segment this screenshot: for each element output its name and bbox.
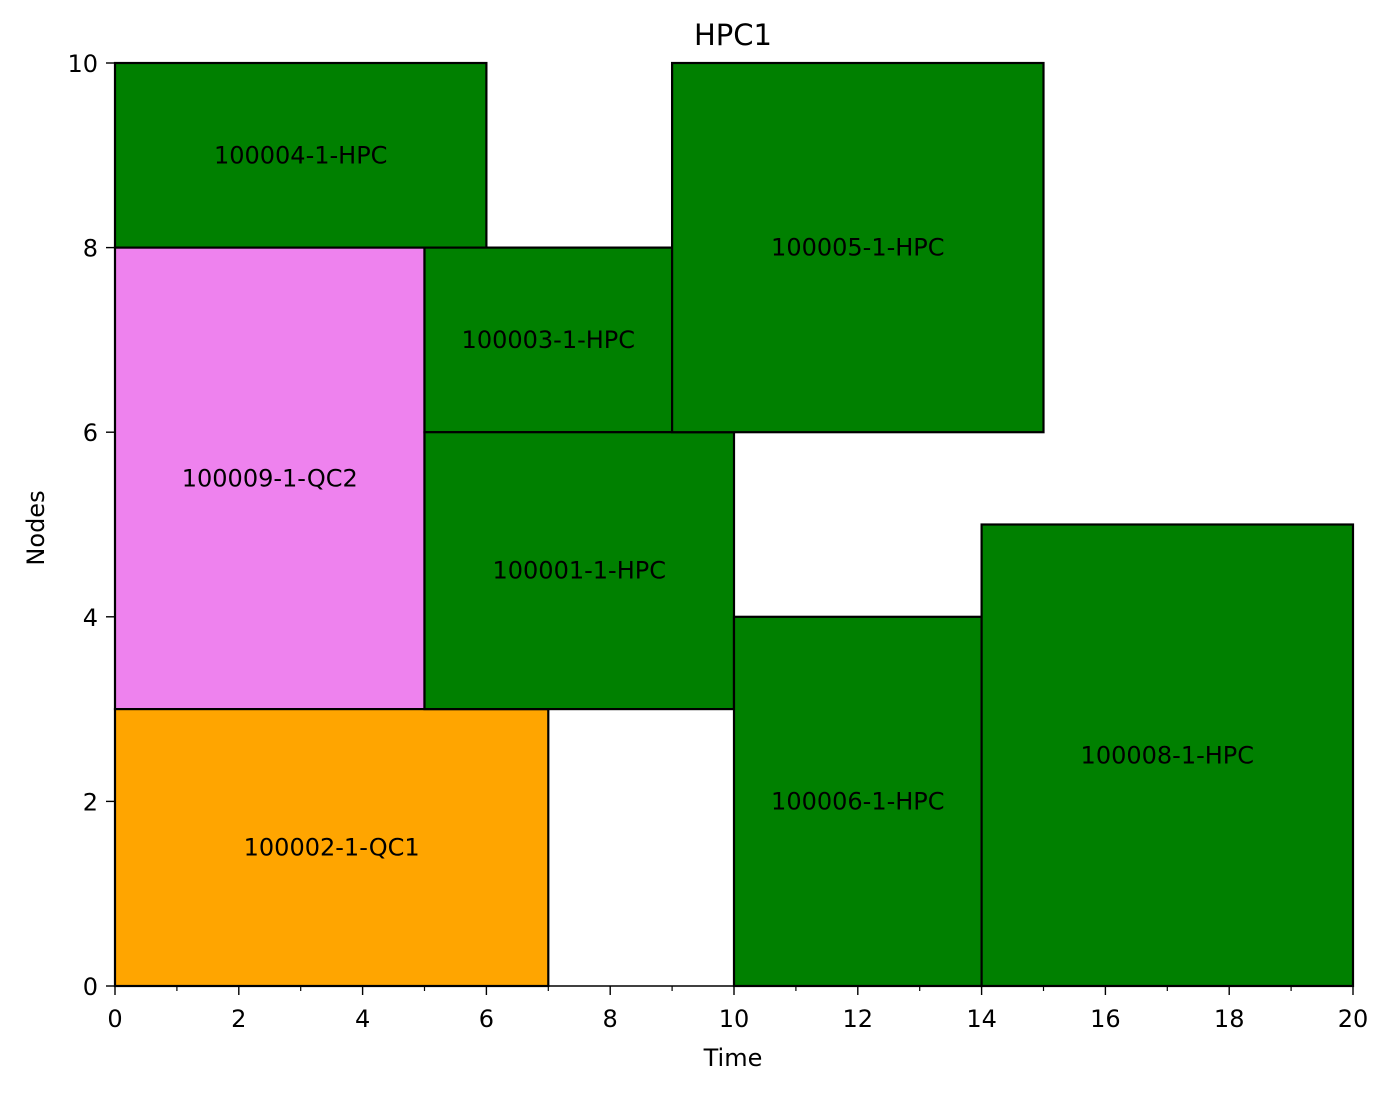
- job-label: 100003-1-HPC: [462, 326, 635, 354]
- y-tick-label: 4: [83, 604, 98, 632]
- y-tick-label: 0: [83, 973, 98, 1001]
- job-bar: [113, 246, 426, 711]
- x-tick-label: 10: [719, 1005, 750, 1033]
- x-tick-label: 6: [479, 1005, 494, 1033]
- y-tick-label: 2: [83, 788, 98, 816]
- job-bar: [423, 431, 736, 711]
- x-axis-label: Time: [703, 1044, 763, 1072]
- job-bar: [670, 61, 1045, 434]
- job-label: 100009-1-QC2: [182, 464, 358, 492]
- job-label: 100006-1-HPC: [771, 787, 944, 815]
- job-bar: [113, 61, 488, 249]
- axes-layer: 0 2 4 6 8 10 12 14 16 18 20 0 2 4 6 8 10: [67, 50, 1368, 1033]
- job-label: 100001-1-HPC: [493, 557, 666, 585]
- job-label: 100002-1-QC1: [244, 834, 420, 862]
- x-tick-label: 4: [355, 1005, 370, 1033]
- jobs-layer: 100004-1-HPC 100009-1-QC2 100002-1-QC1 1000…: [113, 61, 1355, 988]
- y-tick-label: 6: [83, 419, 98, 447]
- x-tick-label: 2: [231, 1005, 246, 1033]
- job-bar: [423, 246, 674, 434]
- x-tick-label: 12: [843, 1005, 874, 1033]
- job-label: 100005-1-HPC: [771, 234, 944, 262]
- y-axis-label: Nodes: [22, 490, 50, 565]
- x-tick-label: 20: [1338, 1005, 1369, 1033]
- job-bar: [113, 707, 550, 988]
- x-tick-label: 18: [1214, 1005, 1245, 1033]
- x-tick-label: 14: [966, 1005, 997, 1033]
- x-tick-label: 0: [107, 1005, 122, 1033]
- x-tick-label: 16: [1090, 1005, 1121, 1033]
- job-bar: [980, 523, 1355, 988]
- job-label: 100008-1-HPC: [1081, 741, 1254, 769]
- x-tick-label: 8: [603, 1005, 618, 1033]
- chart-title: HPC1: [694, 18, 772, 52]
- job-label: 100004-1-HPC: [214, 141, 387, 169]
- y-tick-label: 8: [83, 235, 98, 263]
- y-tick-label: 10: [67, 50, 98, 78]
